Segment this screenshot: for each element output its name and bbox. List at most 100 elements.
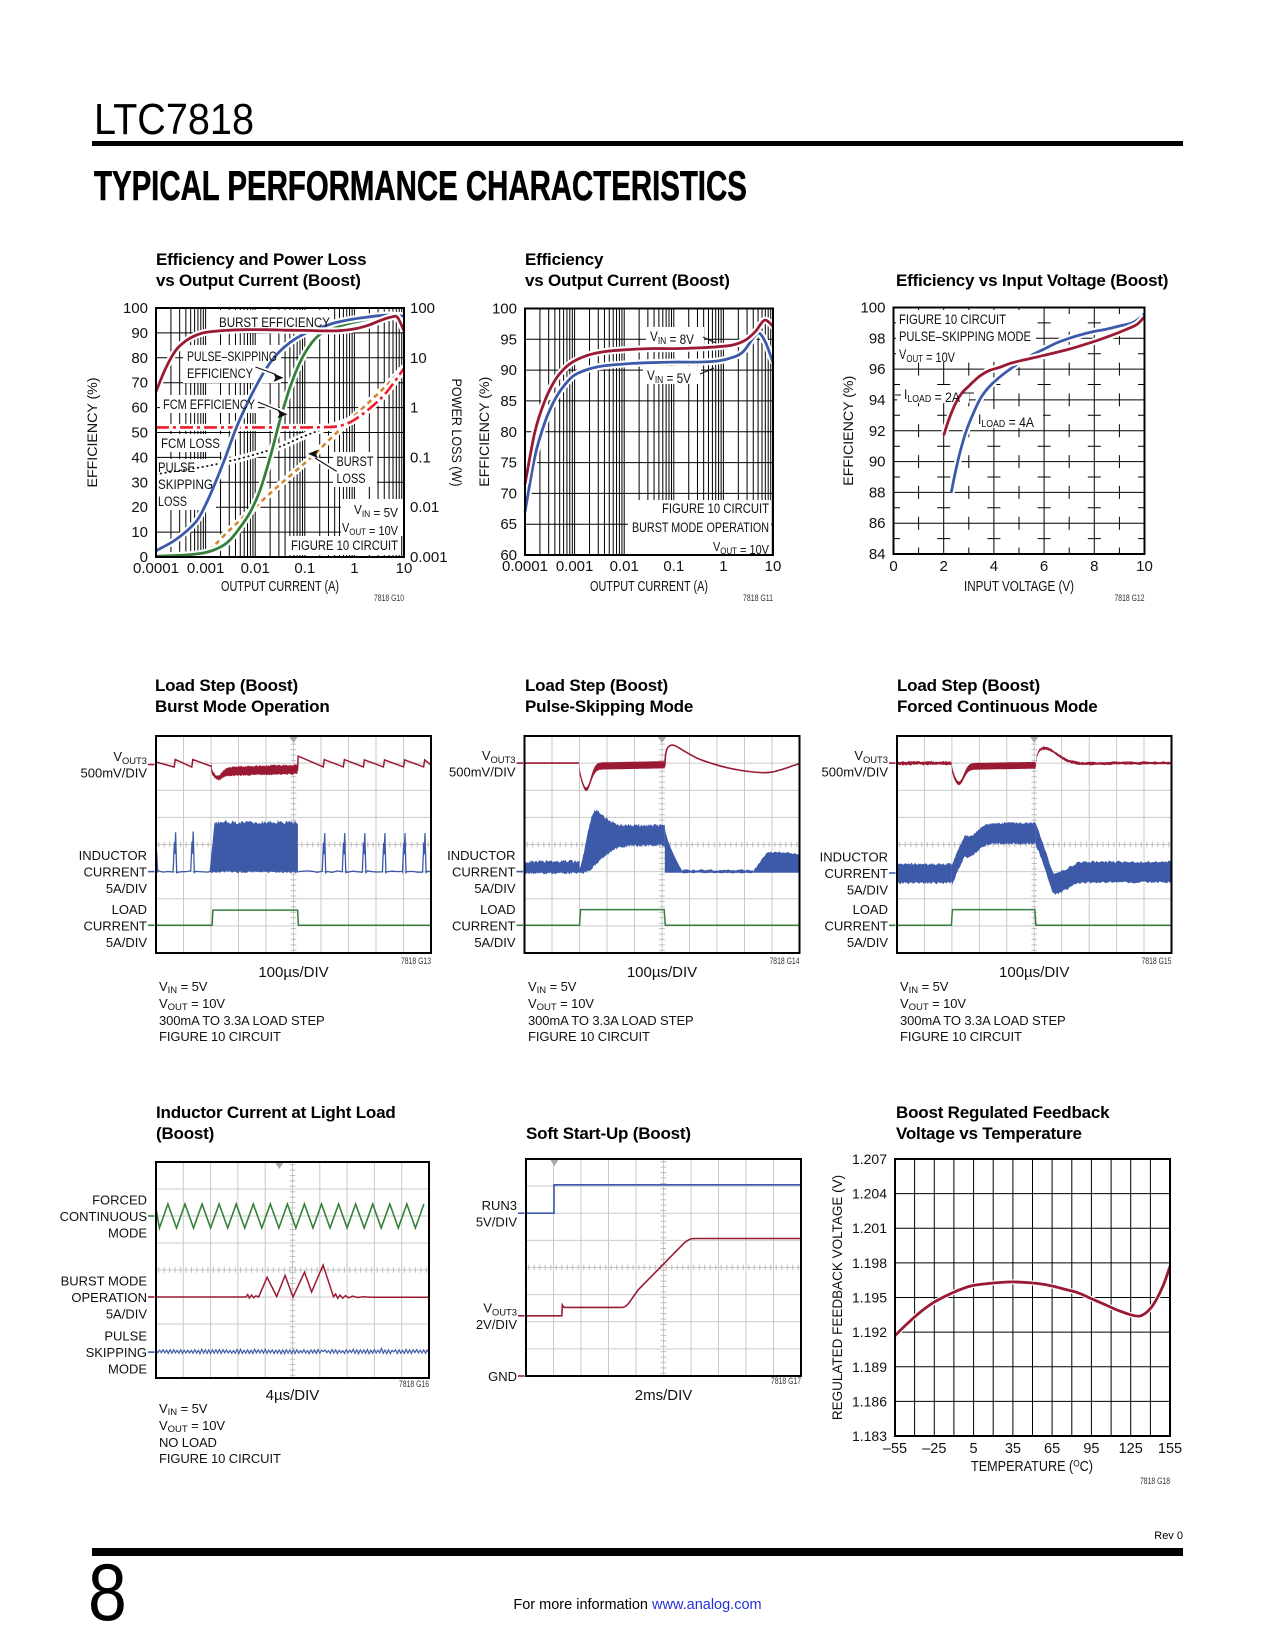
- svg-text:0.1: 0.1: [294, 560, 315, 577]
- svg-text:6: 6: [1040, 558, 1048, 575]
- svg-text:10: 10: [396, 560, 413, 577]
- svg-text:7818 G15: 7818 G15: [1142, 956, 1172, 966]
- svg-text:0.0001: 0.0001: [502, 558, 548, 575]
- svg-text:100: 100: [123, 300, 148, 317]
- svg-text:CURRENT: CURRENT: [452, 918, 516, 933]
- svg-text:LOSS: LOSS: [158, 494, 187, 509]
- svg-text:EFFICIENCY (%): EFFICIENCY (%): [476, 377, 492, 487]
- svg-text:CURRENT: CURRENT: [824, 866, 888, 881]
- svg-text:VOUT3: VOUT3: [483, 1301, 517, 1318]
- svg-text:7818 G11: 7818 G11: [743, 593, 773, 603]
- svg-text:0: 0: [140, 549, 148, 566]
- svg-text:5A/DIV: 5A/DIV: [847, 935, 889, 950]
- svg-text:1.192: 1.192: [852, 1324, 887, 1340]
- svg-text:155: 155: [1158, 1441, 1182, 1457]
- svg-text:0.1: 0.1: [410, 449, 431, 466]
- svg-text:500mV/DIV: 500mV/DIV: [449, 764, 516, 779]
- svg-text:84: 84: [869, 546, 886, 563]
- svg-text:BURST EFFICIENCY: BURST EFFICIENCY: [219, 315, 330, 330]
- svg-text:BURST MODE: BURST MODE: [61, 1274, 148, 1289]
- svg-text:POWER LOSS (W): POWER LOSS (W): [449, 379, 465, 487]
- svg-text:PULSE: PULSE: [158, 460, 195, 475]
- svg-text:60: 60: [131, 400, 148, 417]
- svg-text:100µs/DIV: 100µs/DIV: [627, 964, 697, 981]
- svg-text:65: 65: [1044, 1441, 1060, 1457]
- svg-text:0.001: 0.001: [410, 549, 448, 566]
- svg-text:1.204: 1.204: [852, 1186, 887, 1202]
- svg-text:REGULATED FEEDBACK VOLTAGE (V): REGULATED FEEDBACK VOLTAGE (V): [830, 1175, 845, 1420]
- svg-text:95: 95: [500, 331, 517, 348]
- svg-text:100: 100: [410, 300, 435, 317]
- svg-text:PULSE: PULSE: [104, 1329, 147, 1344]
- svg-text:LOAD: LOAD: [853, 902, 888, 917]
- svg-text:2V/DIV: 2V/DIV: [476, 1317, 518, 1332]
- svg-text:VIN = 5V: VIN = 5V: [647, 368, 691, 386]
- svg-text:ILOAD = 4A: ILOAD = 4A: [978, 412, 1034, 430]
- svg-text:1.195: 1.195: [852, 1290, 887, 1306]
- svg-text:100µs/DIV: 100µs/DIV: [999, 964, 1069, 981]
- svg-text:PULSE–SKIPPING: PULSE–SKIPPING: [187, 349, 277, 364]
- svg-text:VOUT3: VOUT3: [482, 748, 516, 765]
- svg-text:7818 G12: 7818 G12: [1115, 593, 1145, 603]
- svg-text:1.186: 1.186: [852, 1393, 887, 1409]
- svg-text:FIGURE 10 CIRCUIT: FIGURE 10 CIRCUIT: [662, 501, 769, 516]
- svg-text:100µs/DIV: 100µs/DIV: [258, 964, 328, 981]
- svg-text:7818 G10: 7818 G10: [374, 593, 404, 603]
- svg-text:5A/DIV: 5A/DIV: [106, 1307, 148, 1322]
- svg-text:1: 1: [410, 400, 418, 417]
- svg-text:4µs/DIV: 4µs/DIV: [266, 1387, 320, 1404]
- svg-text:CURRENT: CURRENT: [83, 865, 147, 880]
- svg-text:SKIPPING: SKIPPING: [86, 1345, 147, 1360]
- svg-text:1.189: 1.189: [852, 1359, 887, 1375]
- svg-text:INDUCTOR: INDUCTOR: [447, 848, 515, 863]
- svg-text:80: 80: [500, 424, 517, 441]
- svg-text:0.1: 0.1: [663, 558, 684, 575]
- svg-text:FCM LOSS: FCM LOSS: [161, 436, 220, 451]
- svg-text:LOAD: LOAD: [480, 902, 515, 917]
- svg-text:5: 5: [970, 1441, 978, 1457]
- svg-text:GND: GND: [488, 1369, 517, 1384]
- svg-text:OUTPUT CURRENT (A): OUTPUT CURRENT (A): [221, 579, 339, 595]
- svg-text:20: 20: [131, 499, 148, 516]
- svg-text:5A/DIV: 5A/DIV: [474, 935, 516, 950]
- svg-text:CURRENT: CURRENT: [83, 918, 147, 933]
- svg-text:94: 94: [869, 392, 886, 409]
- svg-text:RUN3: RUN3: [482, 1198, 517, 1213]
- svg-text:1.198: 1.198: [852, 1255, 887, 1271]
- svg-text:CURRENT: CURRENT: [452, 865, 516, 880]
- svg-text:70: 70: [500, 485, 517, 502]
- svg-text:1.183: 1.183: [852, 1428, 887, 1444]
- svg-text:TEMPERATURE (OC): TEMPERATURE (OC): [971, 1459, 1093, 1476]
- svg-text:5A/DIV: 5A/DIV: [106, 935, 148, 950]
- svg-text:VOUT3: VOUT3: [113, 749, 147, 766]
- svg-text:75: 75: [500, 455, 517, 472]
- svg-text:98: 98: [869, 330, 886, 347]
- svg-text:10: 10: [131, 524, 148, 541]
- svg-text:88: 88: [869, 484, 886, 501]
- svg-text:90: 90: [500, 362, 517, 379]
- svg-text:0.01: 0.01: [610, 558, 639, 575]
- svg-text:CURRENT: CURRENT: [824, 918, 888, 933]
- svg-text:1.201: 1.201: [852, 1220, 887, 1236]
- svg-text:10: 10: [410, 350, 427, 367]
- svg-text:EFFICIENCY (%): EFFICIENCY (%): [84, 378, 100, 488]
- svg-text:86: 86: [869, 515, 886, 532]
- svg-text:5A/DIV: 5A/DIV: [106, 881, 148, 896]
- svg-text:ILOAD = 2A: ILOAD = 2A: [904, 387, 960, 405]
- svg-text:1: 1: [350, 560, 358, 577]
- svg-text:7818 G14: 7818 G14: [770, 956, 800, 966]
- svg-text:0: 0: [889, 558, 897, 575]
- svg-text:5V/DIV: 5V/DIV: [476, 1215, 518, 1230]
- svg-text:VOUT = 10V: VOUT = 10V: [342, 520, 398, 538]
- svg-text:INDUCTOR: INDUCTOR: [820, 850, 888, 865]
- svg-text:0.0001: 0.0001: [133, 560, 179, 577]
- svg-text:0.001: 0.001: [556, 558, 594, 575]
- svg-text:PULSE–SKIPPING MODE: PULSE–SKIPPING MODE: [899, 329, 1031, 344]
- svg-text:92: 92: [869, 423, 886, 440]
- svg-text:EFFICIENCY: EFFICIENCY: [187, 366, 253, 381]
- svg-text:EFFICIENCY (%): EFFICIENCY (%): [840, 376, 856, 486]
- svg-text:125: 125: [1119, 1441, 1143, 1457]
- svg-text:90: 90: [869, 454, 886, 471]
- svg-text:80: 80: [131, 350, 148, 367]
- svg-text:1: 1: [719, 558, 727, 575]
